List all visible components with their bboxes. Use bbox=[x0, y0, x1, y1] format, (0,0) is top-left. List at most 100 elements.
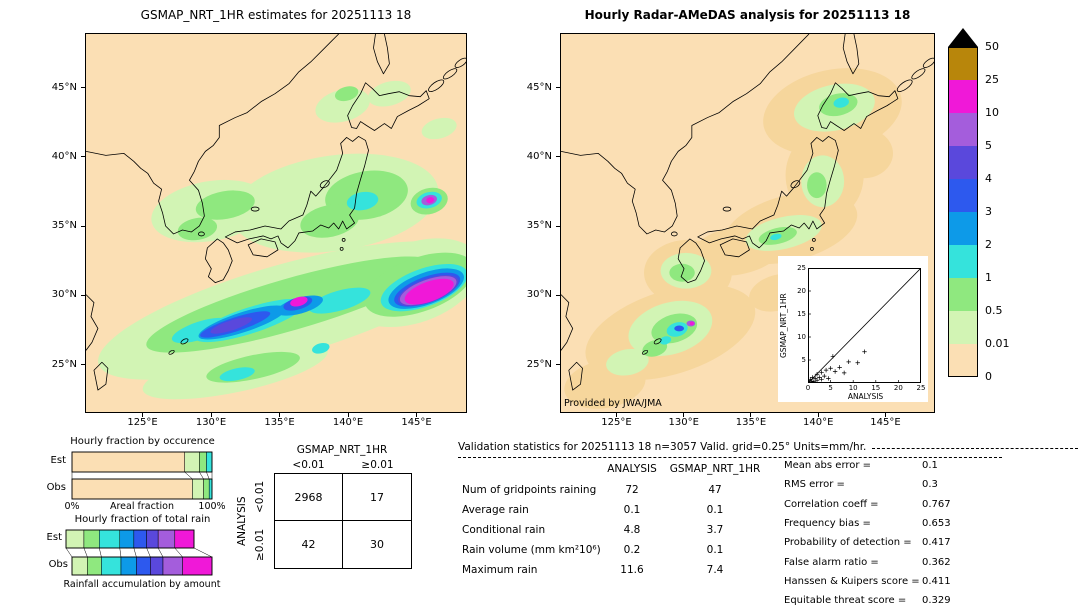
stats-separator-line bbox=[458, 457, 1002, 458]
colorbar-segment bbox=[948, 146, 978, 179]
stats-col-header-gsmap: GSMAP_NRT_1HR bbox=[669, 463, 761, 475]
colorbar-tick-label: 0.5 bbox=[985, 304, 1003, 317]
gsmap-map bbox=[85, 33, 467, 413]
stats-metric-label: Mean abs error = bbox=[784, 460, 872, 471]
x-tick-label: 145°E bbox=[870, 417, 901, 428]
occurrence-xmin-label: 0% bbox=[64, 501, 80, 512]
inset-scatter-plot bbox=[808, 268, 921, 383]
x-tick-mark bbox=[750, 413, 752, 417]
stats-metric-value: 0.411 bbox=[922, 576, 951, 587]
inset-y-tick-label: 20 bbox=[797, 287, 806, 295]
x-tick-mark bbox=[416, 413, 418, 417]
totalrain-row-label-est: Est bbox=[46, 532, 62, 543]
contingency-row-label-lt: <0.01 bbox=[254, 480, 266, 514]
gsmap-map-title: GSMAP_NRT_1HR estimates for 20251113 18 bbox=[140, 8, 412, 22]
contingency-cell-miss: 42 bbox=[275, 521, 343, 568]
x-tick-mark bbox=[210, 413, 212, 417]
contingency-row-label-ge: ≥0.01 bbox=[254, 528, 266, 562]
stats-metric-label: Frequency bias = bbox=[784, 518, 871, 529]
radar-precipitation bbox=[564, 68, 902, 409]
contingency-row-group-label: ANALYSIS bbox=[236, 496, 248, 546]
credit-text: Provided by JWA/JMA bbox=[564, 398, 662, 409]
y-tick-mark bbox=[556, 294, 560, 296]
y-tick-label: 40°N bbox=[51, 150, 77, 162]
stats-row-analysis-value: 0.2 bbox=[623, 544, 641, 556]
colorbar-tick-label: 50 bbox=[985, 40, 999, 53]
inset-xlabel: ANALYSIS bbox=[847, 392, 884, 401]
x-tick-mark bbox=[817, 413, 819, 417]
y-tick-label: 25°N bbox=[526, 358, 552, 370]
occurrence-chart-title: Hourly fraction by occurence bbox=[70, 436, 215, 447]
colorbar-tick-label: 10 bbox=[985, 106, 999, 119]
x-tick-label: 130°E bbox=[668, 417, 699, 428]
inset-y-tick-label: 15 bbox=[797, 310, 806, 318]
colorbar-segment bbox=[948, 245, 978, 278]
y-tick-mark bbox=[81, 225, 85, 227]
x-tick-label: 125°E bbox=[127, 417, 158, 428]
radar-map-canvas bbox=[561, 34, 934, 409]
y-tick-mark bbox=[556, 225, 560, 227]
totalrain-xlabel: Rainfall accumulation by amount bbox=[63, 579, 221, 590]
stats-row-label: Rain volume (mm km²10⁶) bbox=[462, 544, 601, 556]
stats-row-label: Conditional rain bbox=[462, 524, 546, 536]
stats-row-analysis-value: 4.8 bbox=[623, 524, 641, 536]
contingency-col-group-label: GSMAP_NRT_1HR bbox=[296, 444, 388, 456]
colorbar-overflow-arrow bbox=[948, 28, 978, 47]
colorbar-tick-label: 0 bbox=[985, 370, 992, 383]
contingency-col-label-lt: <0.01 bbox=[292, 459, 325, 471]
y-tick-label: 30°N bbox=[51, 289, 77, 301]
x-tick-label: 140°E bbox=[332, 417, 364, 428]
colorbar-tick-label: 25 bbox=[985, 73, 999, 86]
x-tick-mark bbox=[347, 413, 349, 417]
colorbar-tick-label: 0.01 bbox=[985, 337, 1010, 350]
colorbar-tick-label: 5 bbox=[985, 139, 992, 152]
stats-row-label: Num of gridpoints raining bbox=[462, 484, 597, 496]
colorbar-segment bbox=[948, 179, 978, 212]
x-tick-mark bbox=[279, 413, 281, 417]
x-tick-label: 130°E bbox=[195, 417, 227, 428]
stats-metric-value: 0.329 bbox=[922, 595, 951, 606]
stats-row-analysis-value: 72 bbox=[625, 484, 639, 496]
contingency-col-label-ge: ≥0.01 bbox=[361, 459, 394, 471]
colorbar-segment bbox=[948, 311, 978, 344]
x-tick-mark bbox=[884, 413, 886, 417]
stats-metric-value: 0.653 bbox=[922, 518, 951, 529]
inset-x-tick-label: 20 bbox=[893, 384, 903, 392]
stats-metric-value: 0.417 bbox=[922, 537, 951, 548]
inset-y-tick-label: 25 bbox=[797, 264, 806, 272]
stats-row-label: Maximum rain bbox=[462, 564, 538, 576]
stats-metric-label: RMS error = bbox=[784, 479, 845, 490]
colorbar-tick-label: 1 bbox=[985, 271, 992, 284]
y-tick-label: 45°N bbox=[51, 81, 77, 93]
radar-map-title: Hourly Radar-AMeDAS analysis for 2025111… bbox=[584, 8, 911, 22]
y-tick-mark bbox=[81, 294, 85, 296]
y-tick-mark bbox=[556, 87, 560, 89]
stats-title: Validation statistics for 20251113 18 n=… bbox=[458, 441, 867, 453]
y-tick-label: 45°N bbox=[526, 81, 552, 93]
inset-y-tick-label: 5 bbox=[801, 356, 806, 364]
contingency-cell-false: 17 bbox=[343, 474, 411, 521]
stats-metric-label: Correlation coeff = bbox=[784, 499, 879, 510]
inset-x-tick-label: 25 bbox=[916, 384, 926, 392]
y-tick-label: 35°N bbox=[526, 220, 552, 232]
totalrain-chart-title: Hourly fraction of total rain bbox=[74, 514, 211, 525]
stats-row-gsmap-value: 3.7 bbox=[706, 524, 724, 536]
colorbar-tick-label: 3 bbox=[985, 205, 992, 218]
inset-x-tick-label: 0 bbox=[805, 384, 811, 392]
y-tick-label: 40°N bbox=[526, 150, 552, 162]
stats-metric-value: 0.767 bbox=[922, 499, 951, 510]
x-tick-label: 135°E bbox=[264, 417, 295, 428]
y-tick-label: 35°N bbox=[51, 220, 77, 232]
occurrence-xlabel: Areal fraction bbox=[109, 501, 174, 512]
stats-title-row: Validation statistics for 20251113 18 n=… bbox=[458, 441, 1078, 453]
colorbar-frame bbox=[948, 47, 978, 377]
colorbar-segment bbox=[948, 344, 978, 377]
stats-metric-label: False alarm ratio = bbox=[784, 557, 879, 568]
y-tick-mark bbox=[81, 156, 85, 158]
stats-row-label: Average rain bbox=[462, 504, 529, 516]
colorbar-tick-label: 4 bbox=[985, 172, 992, 185]
y-tick-label: 25°N bbox=[51, 358, 77, 370]
stats-row-gsmap-value: 7.4 bbox=[706, 564, 724, 576]
y-tick-mark bbox=[556, 364, 560, 366]
